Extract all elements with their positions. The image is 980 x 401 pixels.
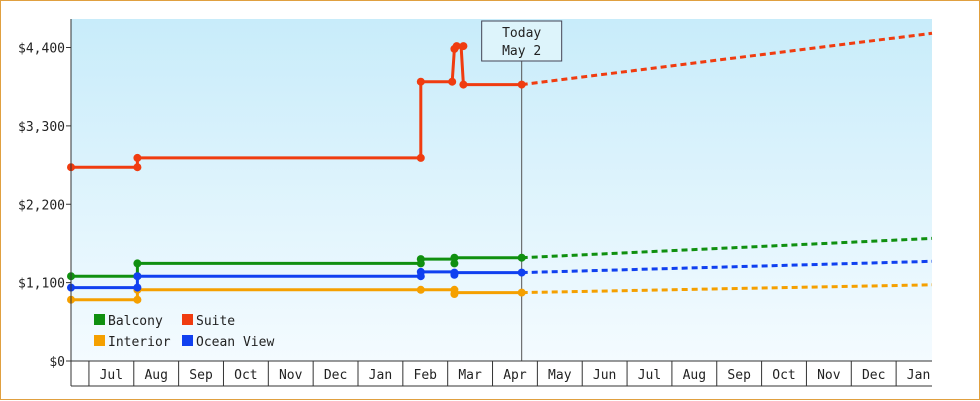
legend-swatch [94,314,105,325]
y-tick-label: $2,200 [18,198,65,213]
suite-point [416,153,425,162]
legend-swatch [182,314,193,325]
x-month-label: Aug [683,368,706,383]
balcony-point [450,253,459,262]
series-suite [67,31,933,172]
today-box [481,20,563,62]
suite-point [133,163,142,172]
today-title: Today [502,26,541,41]
series-layer [67,31,933,304]
x-month-label: Sep [727,368,751,383]
x-month-label: Nov [279,368,303,383]
suite-point [448,77,457,86]
interior-forecast-line [521,283,933,295]
suite-point [452,42,461,51]
balcony-forecast-line [521,236,933,260]
legend: Balcony Suite Interior Ocean View [94,314,274,350]
suite-point [133,153,142,162]
x-month-label: Jul [100,368,123,383]
ocean-view-point [416,267,425,276]
suite-point [459,42,468,51]
x-month-label: Jan [369,368,392,383]
x-month-label: Jan [907,368,930,383]
y-tick-label: $3,300 [18,120,65,135]
legend-item-ocean-view: Ocean View [182,335,274,350]
ocean-view-point [133,283,142,292]
legend-swatch [182,335,193,346]
x-month-label: Nov [817,368,841,383]
balcony-point [450,259,459,268]
ocean-view-point [133,272,142,281]
balcony-point [517,253,526,262]
x-month-label: Apr [503,368,527,383]
legend-label: Ocean View [196,335,274,350]
legend-item-interior: Interior [94,335,171,350]
legend-label: Suite [196,314,235,329]
balcony-point [133,259,142,268]
y-tick-label: $0 [49,355,65,370]
x-month-label: Jul [638,368,661,383]
x-month-label: Mar [458,368,482,383]
axes-layer: $0 $1,100 $2,200 $3,300 $4,400 Jul Aug Sep Oct No… [18,19,932,387]
x-month-label: Oct [772,368,795,383]
x-month-label: Jun [593,368,616,383]
legend-item-suite: Suite [182,314,235,329]
x-month-label: May [548,368,572,383]
ocean-view-forecast-line [521,259,933,275]
suite-forecast-line [521,31,933,87]
y-tick-label: $1,100 [18,277,65,292]
interior-point [416,285,425,294]
balcony-point [416,255,425,264]
interior-point [517,288,526,297]
x-month-label: Sep [189,368,213,383]
x-month-label: Feb [414,368,438,383]
suite-point [416,77,425,86]
series-interior [67,283,933,304]
today-marker: Today May 2 [481,20,563,361]
legend-item-balcony: Balcony [94,314,163,329]
x-month-label: Oct [234,368,257,383]
plot-area [71,19,932,361]
interior-point [133,295,142,304]
ocean-view-point [517,268,526,277]
x-month-label: Dec [862,368,885,383]
y-tick-label: $4,400 [18,42,65,57]
suite-point [459,80,468,89]
interior-point [450,290,459,298]
x-month-label: Aug [144,368,167,383]
legend-swatch [94,335,105,346]
today-date: May 2 [502,44,541,59]
legend-label: Interior [108,335,171,350]
legend-label: Balcony [108,314,163,329]
x-month-label: Dec [324,368,347,383]
series-ocean-view [67,259,933,292]
ocean-view-point [450,268,459,277]
suite-point [517,80,526,89]
